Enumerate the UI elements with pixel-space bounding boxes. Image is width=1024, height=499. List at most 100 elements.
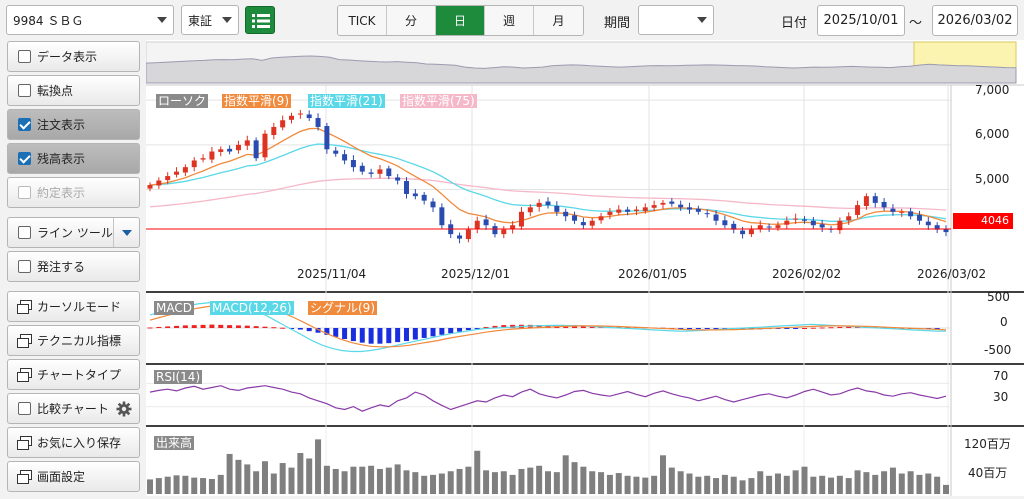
candle: [315, 118, 321, 127]
window-icon: [17, 300, 32, 314]
candle: [536, 202, 542, 207]
date-to-input[interactable]: 2026/03/02: [932, 5, 1018, 36]
price-tick: 6,000: [975, 127, 1010, 141]
market-select[interactable]: 東証: [181, 5, 239, 35]
volume-bar: [695, 476, 702, 494]
volume-bar: [943, 484, 949, 494]
volume-bar: [606, 474, 613, 494]
candle: [421, 194, 427, 201]
candle: [908, 211, 914, 217]
chevron-down-icon: [697, 17, 707, 23]
macd-histogram-bar: [403, 328, 409, 342]
macd-histogram-bar: [899, 328, 905, 329]
volume-bar: [828, 477, 835, 494]
data-display-toggle[interactable]: データ表示: [7, 41, 140, 72]
candle: [483, 219, 489, 226]
position-display-toggle[interactable]: 残高表示: [7, 143, 140, 174]
macd-histogram-bar: [510, 324, 516, 328]
screen-settings-button[interactable]: 画面設定: [7, 461, 140, 492]
date-tick: 2025/12/01: [441, 267, 511, 281]
tab-day[interactable]: 日: [436, 6, 485, 35]
chevron-down-icon[interactable]: [113, 218, 139, 247]
macd-histogram-bar: [492, 325, 498, 328]
candle: [651, 205, 657, 208]
candle: [174, 171, 180, 175]
volume-bar: [659, 455, 666, 494]
fill-display-label: 約定表示: [37, 186, 86, 200]
rsi-label: RSI(14): [154, 370, 203, 384]
period-select[interactable]: [638, 5, 714, 35]
candle: [625, 209, 631, 212]
macd-histogram-bar: [191, 325, 197, 328]
volume-bar: [863, 472, 870, 494]
macd-histogram-bar: [227, 325, 233, 328]
volume-bar: [677, 471, 684, 494]
chart-canvas[interactable]: [145, 40, 1024, 496]
candle: [633, 209, 639, 211]
macd-histogram-bar: [430, 328, 436, 337]
technical-indicators-button[interactable]: テクニカル指標: [7, 325, 140, 356]
candle: [580, 222, 586, 226]
macd-histogram-bar: [457, 328, 463, 332]
volume-bar: [297, 453, 304, 494]
volume-bar: [536, 465, 543, 494]
candle: [943, 228, 949, 233]
candle: [607, 211, 613, 215]
volume-bar: [359, 466, 366, 494]
macd-tick: 0: [1000, 315, 1008, 329]
macd-histogram-bar: [695, 328, 701, 329]
volume-bar: [253, 471, 260, 494]
candle: [819, 224, 825, 228]
line-tool-toggle[interactable]: ライン ツール: [7, 217, 140, 248]
compare-chart-toggle[interactable]: 比較チャート: [7, 393, 140, 424]
chart-type-label: チャートタイプ: [37, 368, 121, 382]
tab-month[interactable]: 月: [534, 6, 583, 35]
volume-bar: [403, 470, 410, 494]
fill-display-toggle[interactable]: 約定表示: [7, 177, 140, 208]
list-button[interactable]: [245, 6, 275, 34]
volume-bar: [766, 475, 773, 494]
cursor-mode-button[interactable]: カーソルモード: [7, 291, 140, 322]
place-order-toggle[interactable]: 発注する: [7, 251, 140, 282]
cursor-mode-label: カーソルモード: [37, 300, 122, 314]
volume-bar: [155, 478, 162, 494]
macd-histogram-bar: [350, 328, 356, 342]
gear-icon[interactable]: [116, 401, 132, 417]
candle: [492, 226, 498, 235]
volume-bar: [173, 475, 180, 494]
macd-line: [149, 301, 946, 353]
date-from-input[interactable]: 2025/10/01: [817, 5, 905, 36]
tab-tick[interactable]: TICK: [338, 6, 387, 35]
order-display-toggle[interactable]: 注文表示: [7, 109, 140, 140]
symbol-select[interactable]: 9984 ＳＢＧ: [6, 5, 174, 35]
candle: [810, 220, 816, 226]
volume-bar: [721, 474, 728, 494]
volume-bar: [288, 467, 295, 494]
candle: [156, 180, 162, 186]
price-tick: 5,000: [975, 172, 1010, 186]
tab-minute[interactable]: 分: [387, 6, 436, 35]
candle: [377, 169, 383, 174]
turning-point-toggle[interactable]: 転換点: [7, 75, 140, 106]
macd-histogram-bar: [253, 326, 259, 328]
rsi-line: [149, 385, 947, 412]
save-favorite-button[interactable]: お気に入り保存: [7, 427, 140, 458]
volume-bar: [235, 459, 242, 494]
chart-area[interactable]: ローソク 指数平滑(9) 指数平滑(21) 指数平滑(75) MACD MACD…: [145, 40, 1024, 496]
date-tick: 2025/11/04: [297, 267, 367, 281]
macd-histogram-bar: [713, 328, 719, 330]
volume-bar: [261, 461, 268, 494]
volume-bar: [589, 471, 596, 494]
checkbox-checked-icon: [18, 152, 31, 165]
candle: [147, 185, 153, 189]
place-order-label: 発注する: [37, 260, 86, 274]
checkbox-icon: [18, 260, 31, 273]
candle: [563, 211, 569, 217]
candle: [333, 150, 339, 154]
macd-histogram-bar: [280, 327, 286, 329]
candle: [465, 229, 471, 240]
tab-week[interactable]: 週: [485, 6, 534, 35]
macd-histogram-bar: [474, 328, 480, 329]
volume-bar: [421, 475, 428, 494]
chart-type-button[interactable]: チャートタイプ: [7, 359, 140, 390]
